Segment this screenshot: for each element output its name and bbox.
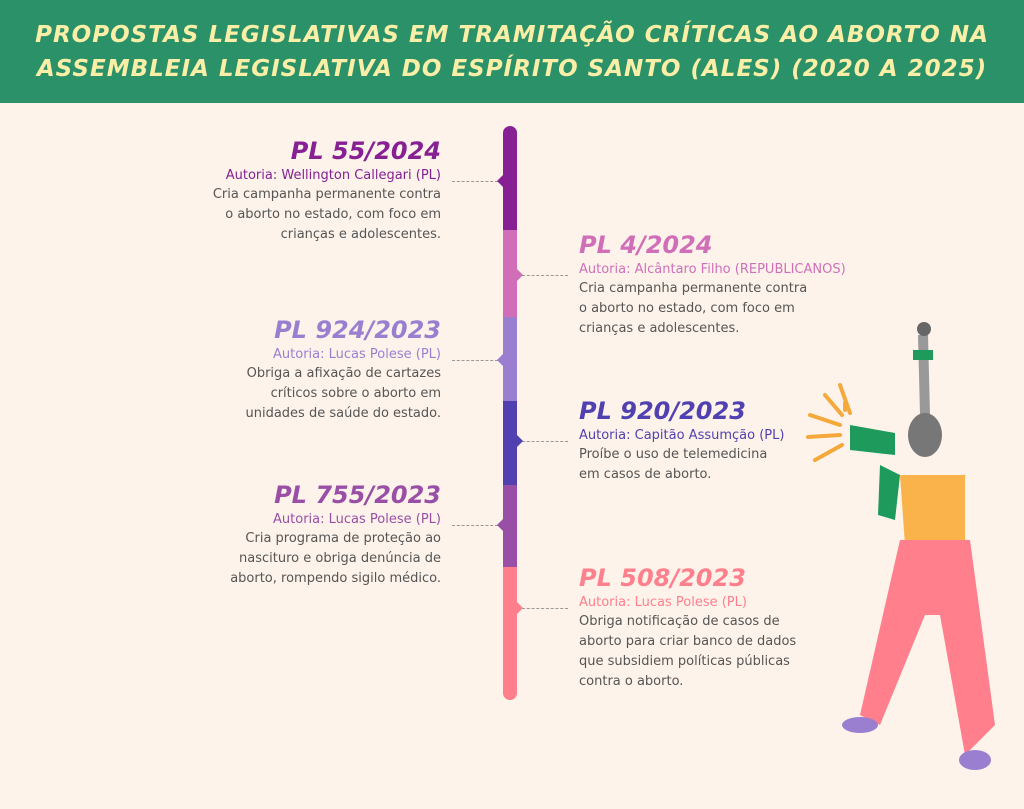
timeline-entry: PL 508/2023 Autoria: Lucas Polese (PL) Obr… <box>579 563 879 692</box>
connector-line <box>452 525 498 526</box>
connector-line <box>522 608 568 609</box>
bill-description-line: o aborto no estado, com foco em <box>225 207 441 222</box>
bill-description-line: o aborto no estado, com foco em <box>579 301 795 316</box>
timeline-marker <box>497 354 503 366</box>
sound-burst-icon <box>806 383 852 462</box>
bill-description-line: Obriga a afixação de cartazes <box>246 366 441 381</box>
bill-description-line: que subsidiem políticas públicas <box>579 654 790 669</box>
bill-code: PL 920/2023 <box>579 397 746 425</box>
timeline-marker <box>517 269 523 281</box>
bill-author: Autoria: Lucas Polese (PL) <box>273 347 441 362</box>
timeline-segment <box>503 485 517 567</box>
bill-description-line: Cria campanha permanente contra <box>579 281 808 296</box>
bill-description-line: crianças e adolescentes. <box>579 321 740 336</box>
timeline-entry: PL 920/2023 Autoria: Capitão Assumção (PL… <box>579 396 879 485</box>
timeline-marker <box>497 519 503 531</box>
bill-description-line: críticos sobre o aborto em <box>270 386 441 401</box>
title-line-1: Propostas legislativas em tramitação crí… <box>35 21 989 48</box>
timeline-entry: PL 924/2023 Autoria: Lucas Polese (PL) Obr… <box>141 315 442 424</box>
bill-code: PL 755/2023 <box>274 481 441 509</box>
bill-description-line: Proíbe o uso de telemedicina <box>579 447 768 462</box>
title-line-2: Assembleia Legislativa do Espírito Santo… <box>36 55 988 82</box>
bill-code: PL 508/2023 <box>579 564 746 592</box>
connector-line <box>522 441 568 442</box>
connector-line <box>452 181 498 182</box>
bill-description-line: contra o aborto. <box>579 674 684 689</box>
timeline-segment <box>503 230 517 317</box>
timeline-marker <box>517 435 523 447</box>
bill-description-line: nascituro e obriga denúncia de <box>239 551 441 566</box>
timeline-segment <box>503 126 517 230</box>
bill-description-line: Cria campanha permanente contra <box>212 187 441 202</box>
bill-code: PL 4/2024 <box>579 231 713 259</box>
woman-megaphone-illustration <box>806 322 995 770</box>
timeline-entry: PL 4/2024 Autoria: Alcântaro Filho (REPUB… <box>579 230 879 339</box>
bill-description-line: aborto, rompendo sigilo médico. <box>230 571 441 586</box>
timeline-entry: PL 755/2023 Autoria: Lucas Polese (PL) Cri… <box>141 480 441 589</box>
bill-author: Autoria: Alcântaro Filho (REPUBLICANOS) <box>579 262 846 277</box>
connector-line <box>452 360 498 361</box>
header-banner: Propostas legislativas em tramitação crí… <box>0 0 1024 103</box>
timeline-segment <box>503 401 517 485</box>
bill-author: Autoria: Lucas Polese (PL) <box>273 512 441 527</box>
bill-author: Autoria: Capitão Assumção (PL) <box>579 428 785 443</box>
timeline-marker <box>517 602 523 614</box>
connector-line <box>522 275 568 276</box>
megaphone-icon <box>850 425 895 455</box>
bill-description-line: aborto para criar banco de dados <box>579 634 797 649</box>
bill-description-line: em casos de aborto. <box>579 467 712 482</box>
timeline-marker <box>497 175 503 187</box>
timeline-entry: PL 55/2024 Autoria: Wellington Callegari … <box>141 136 441 245</box>
bill-author: Autoria: Lucas Polese (PL) <box>579 595 747 610</box>
bill-description-line: Obriga notificação de casos de <box>579 614 780 629</box>
timeline-segment <box>503 317 517 401</box>
bill-code: PL 55/2024 <box>290 137 441 165</box>
bill-author: Autoria: Wellington Callegari (PL) <box>225 168 441 183</box>
bill-description-line: crianças e adolescentes. <box>280 227 441 242</box>
bill-description-line: Cria programa de proteção ao <box>245 531 441 546</box>
timeline-segment <box>503 567 517 700</box>
bill-code: PL 924/2023 <box>274 316 441 344</box>
bill-description-line: unidades de saúde do estado. <box>245 406 442 421</box>
